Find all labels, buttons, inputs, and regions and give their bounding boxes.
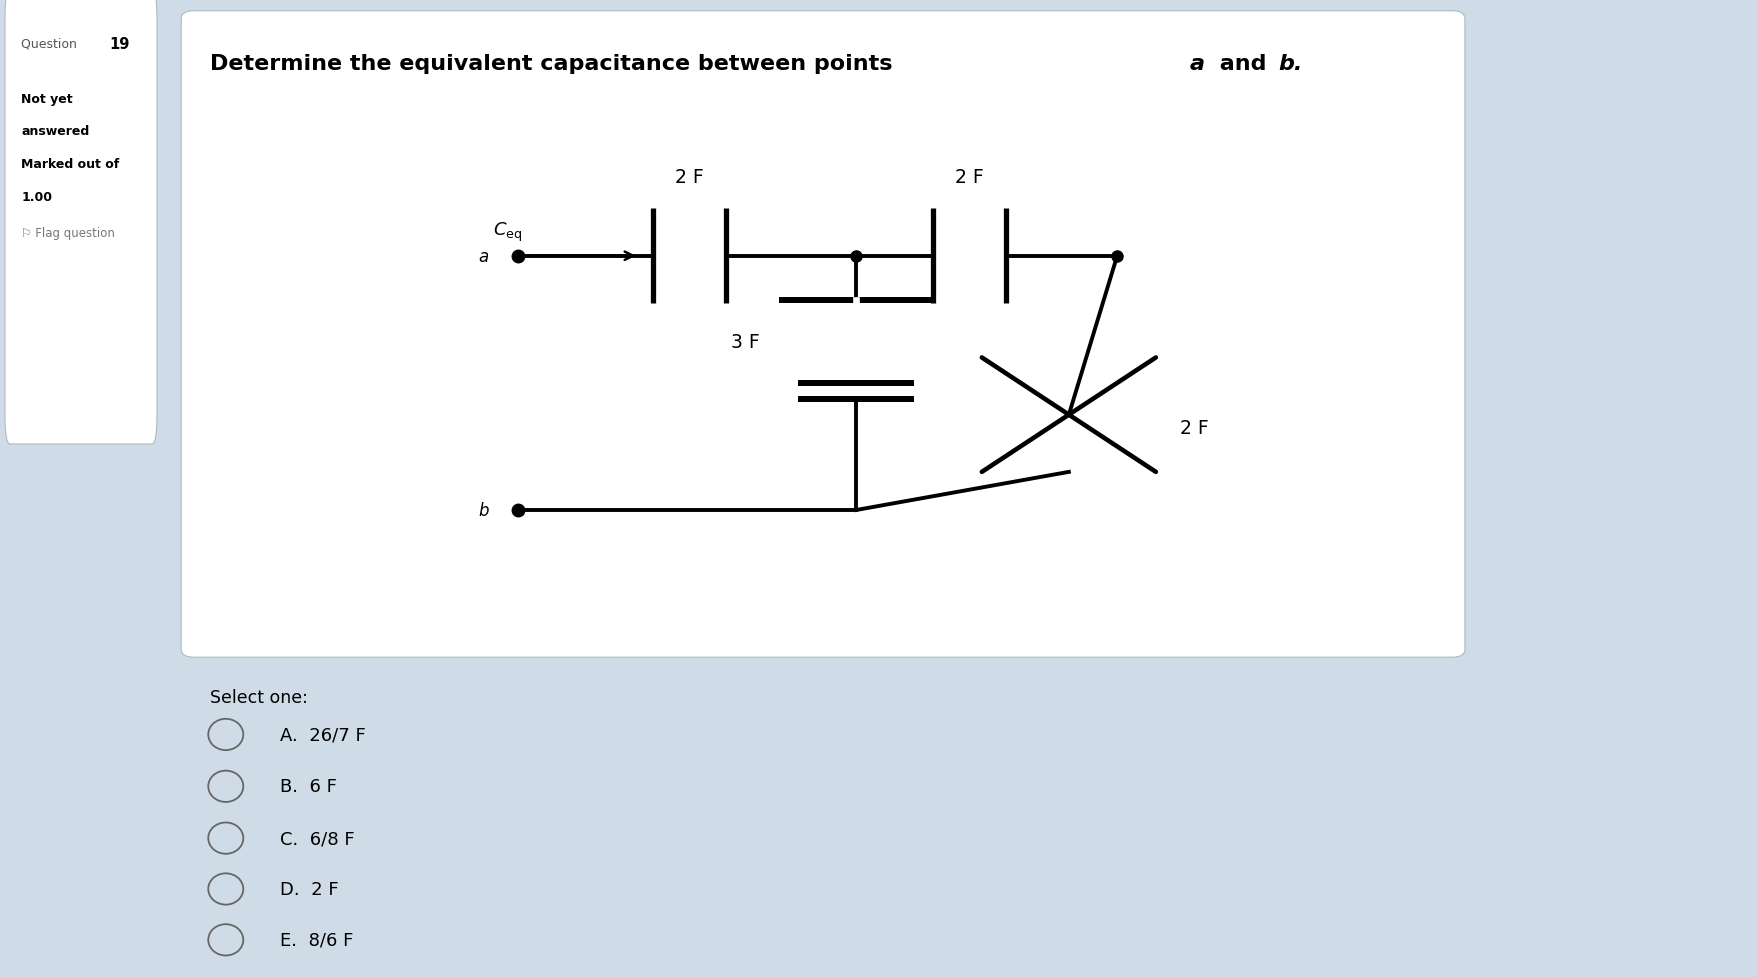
FancyBboxPatch shape	[181, 12, 1464, 658]
Text: 19: 19	[109, 37, 130, 52]
Text: D.  2 F: D. 2 F	[279, 880, 339, 898]
Text: E.  8/6 F: E. 8/6 F	[279, 931, 353, 949]
Text: ⚐ Flag question: ⚐ Flag question	[21, 227, 116, 239]
Text: b: b	[478, 501, 488, 520]
Text: and: and	[1211, 54, 1274, 73]
FancyBboxPatch shape	[5, 0, 156, 445]
Text: 2 F: 2 F	[1179, 418, 1209, 438]
Text: $C_{\mathrm{eq}}$: $C_{\mathrm{eq}}$	[494, 221, 522, 243]
Text: Not yet: Not yet	[21, 93, 74, 106]
Text: 2 F: 2 F	[675, 168, 703, 187]
Text: a: a	[478, 247, 488, 266]
Text: A.  26/7 F: A. 26/7 F	[279, 726, 365, 743]
Text: 2 F: 2 F	[954, 168, 984, 187]
Text: B.  6 F: B. 6 F	[279, 778, 337, 795]
Text: Marked out of: Marked out of	[21, 158, 119, 171]
Text: 1.00: 1.00	[21, 191, 53, 203]
Text: b.: b.	[1277, 54, 1302, 73]
Text: a: a	[1189, 54, 1204, 73]
Text: 3 F: 3 F	[731, 333, 759, 352]
Text: Select one:: Select one:	[209, 689, 307, 706]
Text: Determine the equivalent capacitance between points: Determine the equivalent capacitance bet…	[209, 54, 900, 73]
Text: answered: answered	[21, 125, 90, 138]
Text: Question: Question	[21, 37, 81, 50]
Text: C.  6/8 F: C. 6/8 F	[279, 829, 355, 847]
